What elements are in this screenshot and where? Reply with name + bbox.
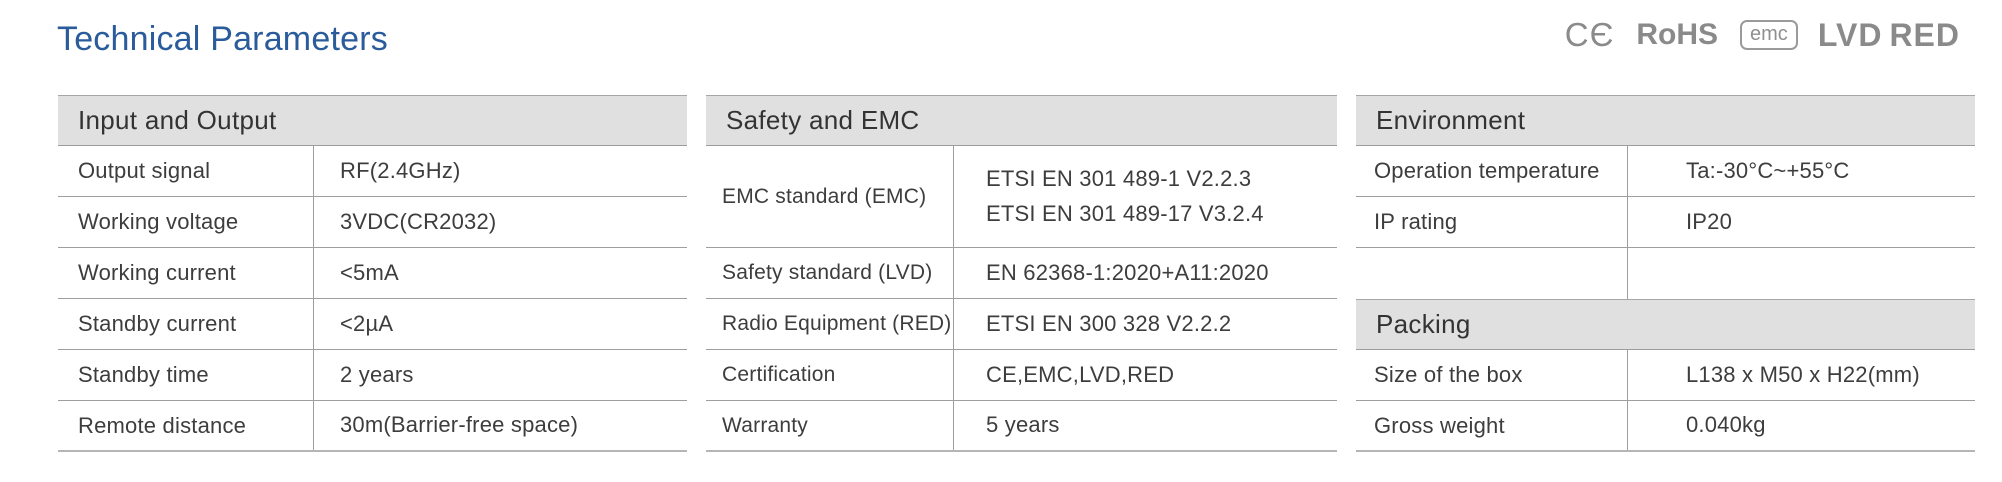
param-label: Working current xyxy=(78,260,236,285)
red-mark: RED xyxy=(1889,16,1960,53)
param-label: Working voltage xyxy=(78,209,239,234)
param-value: ETSI EN 301 489-1 V2.2.3 ETSI EN 301 489… xyxy=(953,146,1337,247)
param-label: Size of the box xyxy=(1374,362,1523,387)
table-environment-packing: Environment Operation temperature Ta:-30… xyxy=(1356,95,1975,452)
value-line-2: ETSI EN 301 489-17 V3.2.4 xyxy=(986,200,1264,226)
param-label: Certification xyxy=(722,363,836,386)
param-value: ETSI EN 300 328 V2.2.2 xyxy=(953,299,1337,349)
rohs-mark: RoHS xyxy=(1636,18,1719,51)
param-label: Standby current xyxy=(78,311,237,336)
param-label-empty xyxy=(1356,248,1627,299)
param-value: RF(2.4GHz) xyxy=(313,146,687,196)
table-row: Standby time 2 years xyxy=(58,350,687,401)
param-label: Operation temperature xyxy=(1374,158,1600,183)
param-value: <2µA xyxy=(313,299,687,349)
table-row: Radio Equipment (RED) ETSI EN 300 328 V2… xyxy=(706,299,1337,350)
param-value: 2 years xyxy=(313,350,687,400)
param-label: Standby time xyxy=(78,362,209,387)
table-row-empty xyxy=(1356,248,1975,299)
param-value-empty xyxy=(1627,248,1975,299)
table-row: EMC standard (EMC) ETSI EN 301 489-1 V2.… xyxy=(706,146,1337,248)
param-value: 30m(Barrier-free space) xyxy=(313,401,687,450)
param-label: Gross weight xyxy=(1374,412,1505,438)
lvd-mark: LVD xyxy=(1817,16,1883,53)
param-label: Radio Equipment (RED) xyxy=(722,312,952,335)
section-header-safety-emc: Safety and EMC xyxy=(706,95,1337,146)
param-value: 3VDC(CR2032) xyxy=(313,197,687,247)
ce-mark-icon: CЄ xyxy=(1564,16,1615,53)
table-row: Gross weight 0.040kg xyxy=(1356,401,1975,452)
table-row: IP rating IP20 xyxy=(1356,197,1975,248)
param-value: 5 years xyxy=(953,401,1337,450)
param-value: EN 62368-1:2020+A11:2020 xyxy=(953,248,1337,298)
param-value: IP20 xyxy=(1627,197,1975,247)
param-label: Safety standard (LVD) xyxy=(722,261,933,284)
parameter-tables: Input and Output Output signal RF(2.4GHz… xyxy=(58,95,1975,452)
table-row: Safety standard (LVD) EN 62368-1:2020+A1… xyxy=(706,248,1337,299)
section-header-packing: Packing xyxy=(1356,299,1975,350)
table-row: Size of the box L138 x M50 x H22(mm) xyxy=(1356,350,1975,401)
table-row: Operation temperature Ta:-30°C~+55°C xyxy=(1356,146,1975,197)
param-value: <5mA xyxy=(313,248,687,298)
param-value: L138 x M50 x H22(mm) xyxy=(1627,350,1975,400)
table-row: Certification CE,EMC,LVD,RED xyxy=(706,350,1337,401)
table-row: Standby current <2µA xyxy=(58,299,687,350)
param-value: CE,EMC,LVD,RED xyxy=(953,350,1337,400)
table-row: Remote distance 30m(Barrier-free space) xyxy=(58,401,687,452)
param-value: Ta:-30°C~+55°C xyxy=(1627,146,1975,196)
param-value: 0.040kg xyxy=(1627,401,1975,450)
param-label: EMC standard (EMC) xyxy=(722,184,927,208)
param-label: Output signal xyxy=(78,158,211,183)
param-label: Warranty xyxy=(722,413,808,437)
certification-marks: CЄ RoHS emc LVD RED xyxy=(1565,14,1960,56)
param-label: Remote distance xyxy=(78,412,247,438)
param-label: IP rating xyxy=(1374,209,1458,234)
section-header-environment: Environment xyxy=(1356,95,1975,146)
emc-badge-icon: emc xyxy=(1740,20,1798,50)
table-row: Working current <5mA xyxy=(58,248,687,299)
table-safety-emc: Safety and EMC EMC standard (EMC) ETSI E… xyxy=(706,95,1337,452)
table-row: Working voltage 3VDC(CR2032) xyxy=(58,197,687,248)
table-row: Output signal RF(2.4GHz) xyxy=(58,146,687,197)
page-title: Technical Parameters xyxy=(57,20,388,58)
table-input-output: Input and Output Output signal RF(2.4GHz… xyxy=(58,95,687,452)
section-header-input-output: Input and Output xyxy=(58,95,687,146)
value-line-1: ETSI EN 301 489-1 V2.2.3 xyxy=(986,166,1252,192)
table-row: Warranty 5 years xyxy=(706,401,1337,452)
